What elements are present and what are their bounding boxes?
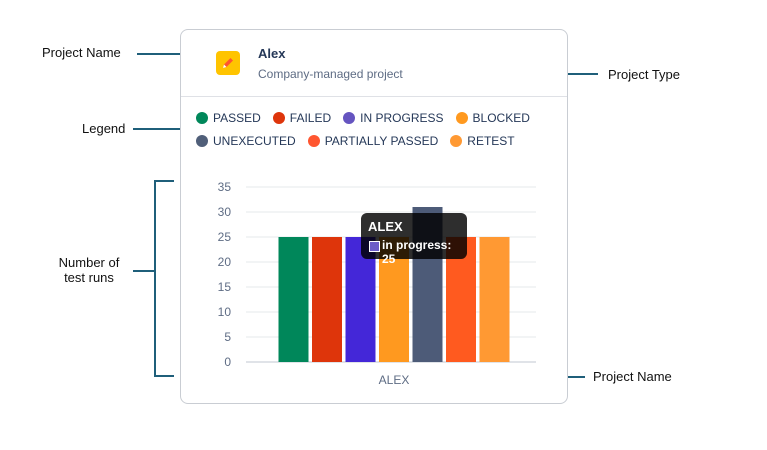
project-card: Alex Company-managed project PASSED FAILE… (180, 29, 568, 404)
legend-item-in-progress[interactable]: IN PROGRESS (343, 111, 444, 125)
legend-item-partially-passed[interactable]: PARTIALLY PASSED (307, 134, 439, 148)
tooltip-label: in progress: 25 (382, 238, 452, 266)
legend-row: PASSED FAILED IN PROGRESS BLOCKED (196, 111, 556, 125)
legend-label: IN PROGRESS (360, 111, 444, 125)
bar-retest[interactable] (479, 237, 510, 362)
project-type: Company-managed project (258, 67, 403, 81)
legend-dot (343, 112, 356, 124)
y-tick-label: 10 (218, 305, 232, 319)
legend-dot (450, 135, 463, 147)
callout-line-test-runs (133, 270, 155, 272)
tooltip-title: ALEX (368, 219, 403, 234)
callout-legend: Legend (82, 121, 126, 136)
bar-passed[interactable] (278, 237, 309, 362)
y-tick-label: 35 (218, 180, 232, 194)
callout-line-legend (133, 128, 188, 130)
callout-project-name-bottom: Project Name (593, 369, 672, 384)
legend-label: RETEST (467, 134, 515, 148)
project-name[interactable]: Alex (258, 46, 286, 61)
legend-dot (307, 135, 320, 147)
legend-label: BLOCKED (472, 111, 530, 125)
y-tick-label: 0 (224, 355, 231, 369)
legend-dot (196, 112, 208, 124)
legend-label: FAILED (289, 111, 332, 125)
legend-item-passed[interactable]: PASSED (196, 111, 261, 125)
legend-label: UNEXECUTED (213, 134, 296, 148)
chart-legend: PASSED FAILED IN PROGRESS BLOCKED UNEXECUTED… (196, 111, 556, 157)
chart-tooltip: ALEX in progress: 25 (361, 213, 467, 266)
legend-item-blocked[interactable]: BLOCKED (455, 111, 530, 125)
callout-test-runs-line1: Number of (58, 255, 120, 270)
legend-dot (272, 112, 285, 124)
legend-label: PASSED (213, 111, 261, 125)
y-tick-label: 25 (218, 230, 232, 244)
legend-label: PARTIALLY PASSED (324, 134, 439, 148)
y-tick-label: 15 (218, 280, 232, 294)
legend-item-failed[interactable]: FAILED (272, 111, 332, 125)
legend-dot (196, 135, 208, 147)
tooltip-swatch (369, 241, 380, 252)
pencil-icon (216, 51, 240, 75)
callout-test-runs-line2: test runs (64, 270, 114, 285)
x-category-label: ALEX (379, 373, 410, 387)
bar-failed[interactable] (312, 237, 342, 362)
legend-dot (455, 112, 468, 124)
callout-test-runs: Number of test runs (54, 255, 124, 285)
legend-item-retest[interactable]: RETEST (450, 134, 515, 148)
legend-row: UNEXECUTED PARTIALLY PASSED RETEST (196, 134, 556, 148)
y-tick-label: 5 (224, 330, 231, 344)
y-tick-label: 20 (218, 255, 232, 269)
callout-bracket-top (154, 180, 174, 182)
y-tick-label: 30 (218, 205, 232, 219)
bar-chart: 0 5 10 15 20 25 30 35 ALEX (218, 180, 536, 387)
callout-project-name-top: Project Name (42, 45, 121, 60)
callout-project-type: Project Type (608, 67, 681, 82)
legend-item-unexecuted[interactable]: UNEXECUTED (196, 134, 296, 148)
callout-bracket-bottom (154, 375, 174, 377)
card-header: Alex Company-managed project (181, 30, 567, 97)
callout-bracket-vertical (154, 180, 156, 376)
